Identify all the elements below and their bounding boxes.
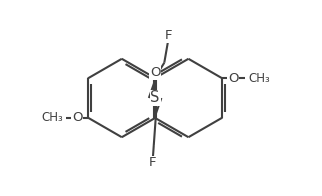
- Text: O: O: [72, 111, 82, 124]
- Text: O: O: [228, 72, 238, 85]
- Text: F: F: [165, 29, 173, 42]
- Text: S: S: [150, 91, 160, 105]
- Text: CH₃: CH₃: [248, 72, 270, 85]
- Text: O: O: [150, 66, 160, 79]
- Text: F: F: [149, 156, 156, 169]
- Text: CH₃: CH₃: [41, 111, 63, 124]
